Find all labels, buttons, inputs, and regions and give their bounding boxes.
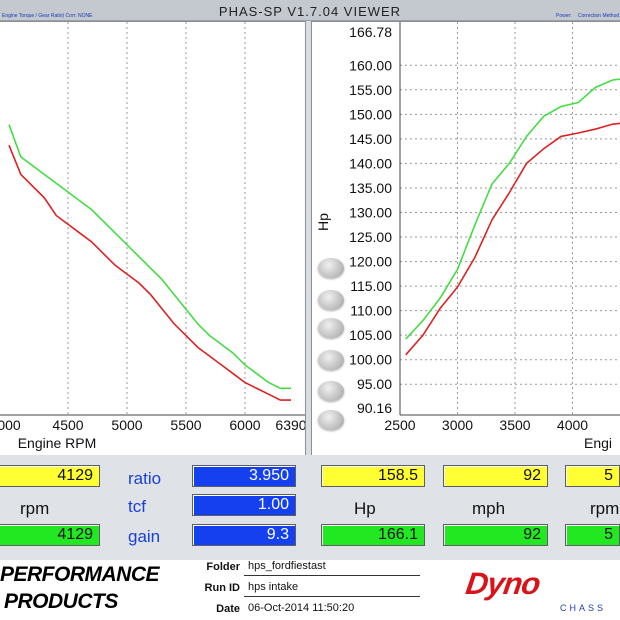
run-id-value: hps intake xyxy=(248,581,299,593)
app-title: PHAS-SP V1.7.04 VIEWER xyxy=(218,4,402,19)
folder-label: Folder xyxy=(206,561,240,573)
right-chart-panel[interactable]: 166.78 160.00 155.00 150.00 145.00 140.00 135.… xyxy=(311,21,620,456)
right-y-tick-label: 105.00 xyxy=(349,327,392,343)
right-y-tick-label: 110.00 xyxy=(350,303,392,319)
right-y-tick-label: 160.00 xyxy=(349,57,392,73)
left-x-tick-label: 5000 xyxy=(111,417,142,433)
folder-value: hps_fordfiestast xyxy=(248,560,326,572)
rpm2-bottom-readout: 5 xyxy=(565,524,620,546)
rpm2-label: rpm xyxy=(590,499,620,518)
right-y-tick-label: 95.00 xyxy=(357,376,392,392)
right-y-axis-label: Hp xyxy=(315,213,331,231)
mph-bottom-readout: 92 xyxy=(443,524,548,546)
right-y-tick-label: 130.00 xyxy=(349,204,392,220)
right-green-trace xyxy=(405,78,620,340)
right-y-tick-label: 135.00 xyxy=(349,180,392,196)
mph-top-readout: 92 xyxy=(443,465,548,487)
right-y-tick-label: 140.00 xyxy=(349,155,392,171)
right-y-tick-label: 115.00 xyxy=(350,278,392,294)
right-y-tick-label: 166.78 xyxy=(349,24,392,40)
right-note-correction: Correction Method xyxy=(578,13,620,19)
zoom-knob-6[interactable] xyxy=(318,410,344,430)
left-green-trace xyxy=(8,124,291,390)
tcf-label: tcf xyxy=(128,497,146,516)
left-x-tick-label: 000 xyxy=(0,417,21,433)
left-x-tick-label: 5500 xyxy=(170,417,201,433)
left-x-tick-label: 4500 xyxy=(52,417,83,433)
mph-label: mph xyxy=(472,499,506,518)
right-y-tick-label: 120.00 xyxy=(349,254,392,270)
gain-label: gain xyxy=(128,527,161,546)
run-id-label: Run ID xyxy=(204,582,240,594)
dyno-logo: Dyno xyxy=(463,566,543,601)
rpm-bottom-readout: 4129 xyxy=(0,524,100,546)
brand-line-2: PRODUCTS xyxy=(4,590,118,613)
zoom-knob-2[interactable] xyxy=(318,290,344,310)
ratio-field[interactable]: 3.950 xyxy=(192,465,296,487)
rpm2-top-readout: 5 xyxy=(565,465,620,487)
right-x-tick-label: 3000 xyxy=(442,417,473,433)
right-red-trace xyxy=(405,122,620,356)
right-x-tick-label: 2500 xyxy=(384,417,415,433)
right-x-tick-label: 3500 xyxy=(499,417,530,433)
left-chart-panel[interactable]: 000 4500 5000 5500 6000 6390 Engine RPM xyxy=(0,21,306,456)
hp-label: Hp xyxy=(354,499,376,518)
left-x-tick-label: 6000 xyxy=(229,417,260,433)
rpm-top-readout: 4129 xyxy=(0,465,100,487)
zoom-knob-5[interactable] xyxy=(318,381,344,401)
hp-bottom-readout: 166.1 xyxy=(321,524,425,546)
zoom-knob-1[interactable] xyxy=(318,258,344,278)
brand-line-1: PERFORMANCE xyxy=(0,563,160,586)
tcf-field[interactable]: 1.00 xyxy=(192,494,296,516)
footer xyxy=(0,560,620,620)
dyno-logo-subtitle: CHASS xyxy=(560,603,607,613)
hp-top-readout: 158.5 xyxy=(321,465,425,487)
zoom-knob-4[interactable] xyxy=(318,350,344,370)
right-chart-svg: 166.78 160.00 155.00 150.00 145.00 140.00 135.… xyxy=(315,22,620,451)
zoom-knob-3[interactable] xyxy=(318,318,344,338)
readout-panel: 4129 rpm 4129 ratio 3.950 tcf 1.00 gain … xyxy=(0,455,620,560)
rpm-label: rpm xyxy=(20,499,50,518)
title-bar: PHAS-SP V1.7.04 VIEWER Engine Torque / G… xyxy=(0,0,620,21)
right-y-tick-label: 145.00 xyxy=(349,131,392,147)
ratio-label: ratio xyxy=(128,469,162,488)
right-x-tick-label: 4000 xyxy=(557,417,588,433)
left-chart-svg: 000 4500 5000 5500 6000 6390 Engine RPM xyxy=(0,22,305,451)
gain-field[interactable]: 9.3 xyxy=(192,524,296,546)
right-note-power: Power: xyxy=(556,13,572,19)
left-x-axis-label: Engine RPM xyxy=(18,435,97,451)
right-y-tick-label: 125.00 xyxy=(349,229,392,245)
right-y-tick-label: 155.00 xyxy=(349,82,392,98)
date-value: 06-Oct-2014 11:50:20 xyxy=(248,602,355,614)
left-red-trace xyxy=(8,144,291,401)
left-x-tick-label: 6390 xyxy=(275,417,305,433)
right-y-tick-label: 90.16 xyxy=(357,400,392,416)
right-y-tick-label: 150.00 xyxy=(349,106,392,122)
right-y-tick-label: 100.00 xyxy=(349,352,392,368)
right-x-axis-label: Engi xyxy=(584,435,612,451)
date-label: Date xyxy=(216,603,240,615)
left-chart-note: Engine Torque / Gear Ratio) Corr: NONE xyxy=(2,13,93,19)
